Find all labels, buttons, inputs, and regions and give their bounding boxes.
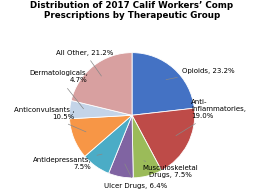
Title: Distribution of 2017 Calif Workers’ Comp
Prescriptions by Therapeutic Group: Distribution of 2017 Calif Workers’ Comp… (30, 1, 233, 20)
Wedge shape (69, 100, 132, 119)
Text: Anticonvulsants ,
10.5%: Anticonvulsants , 10.5% (14, 107, 86, 132)
Text: Musculoskeletal
Drugs, 7.5%: Musculoskeletal Drugs, 7.5% (142, 161, 198, 178)
Wedge shape (109, 115, 133, 178)
Text: All Other, 21.2%: All Other, 21.2% (56, 50, 114, 76)
Wedge shape (132, 53, 194, 115)
Text: Dermatologicals,
4.7%: Dermatologicals, 4.7% (29, 70, 88, 109)
Text: Ulcer Drugs, 6.4%: Ulcer Drugs, 6.4% (104, 164, 167, 189)
Text: Anti-
Inflammatories,
19.0%: Anti- Inflammatories, 19.0% (176, 99, 246, 136)
Wedge shape (132, 115, 161, 178)
Wedge shape (69, 115, 132, 156)
Text: Antidepressants,
7.5%: Antidepressants, 7.5% (33, 154, 102, 170)
Text: Opioids, 23.2%: Opioids, 23.2% (166, 68, 235, 80)
Wedge shape (132, 108, 195, 171)
Wedge shape (71, 53, 132, 115)
Wedge shape (85, 115, 132, 173)
